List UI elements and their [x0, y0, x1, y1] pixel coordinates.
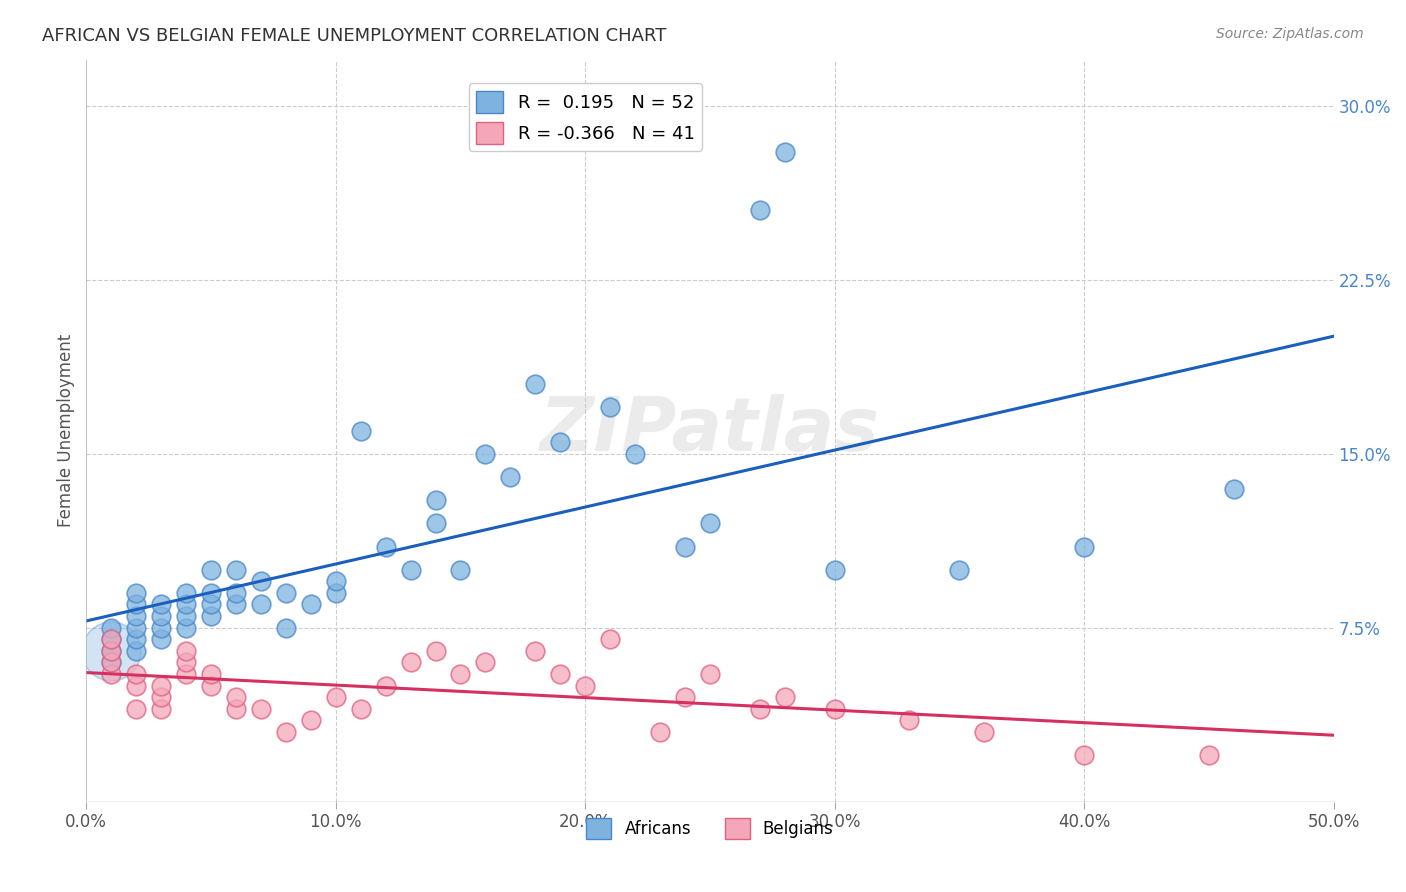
- Point: [200, 563, 222, 577]
- Point: [425, 493, 447, 508]
- Point: [100, 621, 122, 635]
- Point: [100, 632, 122, 647]
- Point: [274, 621, 297, 635]
- Point: [673, 690, 696, 705]
- Point: [898, 714, 921, 728]
- Point: [474, 447, 496, 461]
- Point: [449, 563, 471, 577]
- Point: [350, 424, 373, 438]
- Point: [274, 586, 297, 600]
- Point: [474, 656, 496, 670]
- Point: [225, 702, 247, 716]
- Point: [150, 679, 173, 693]
- Point: [200, 667, 222, 681]
- Point: [499, 470, 522, 484]
- Point: [548, 435, 571, 450]
- Point: [599, 401, 621, 415]
- Point: [425, 644, 447, 658]
- Point: [250, 574, 273, 589]
- Point: [100, 656, 122, 670]
- Point: [374, 679, 396, 693]
- Point: [748, 702, 770, 716]
- Point: [100, 667, 122, 681]
- Point: [325, 690, 347, 705]
- Point: [524, 377, 547, 392]
- Point: [648, 725, 671, 739]
- Point: [773, 690, 796, 705]
- Point: [200, 679, 222, 693]
- Point: [325, 574, 347, 589]
- Point: [100, 644, 122, 658]
- Text: ZIPatlas: ZIPatlas: [540, 394, 880, 467]
- Point: [425, 516, 447, 531]
- Point: [150, 598, 173, 612]
- Point: [150, 702, 173, 716]
- Point: [174, 586, 197, 600]
- Point: [374, 540, 396, 554]
- Point: [225, 690, 247, 705]
- Point: [125, 598, 148, 612]
- Point: [125, 702, 148, 716]
- Point: [299, 598, 322, 612]
- Point: [1198, 748, 1220, 763]
- Point: [174, 621, 197, 635]
- Y-axis label: Female Unemployment: Female Unemployment: [58, 334, 75, 527]
- Point: [100, 656, 122, 670]
- Point: [174, 656, 197, 670]
- Text: AFRICAN VS BELGIAN FEMALE UNEMPLOYMENT CORRELATION CHART: AFRICAN VS BELGIAN FEMALE UNEMPLOYMENT C…: [42, 27, 666, 45]
- Point: [325, 586, 347, 600]
- Point: [174, 598, 197, 612]
- Point: [174, 667, 197, 681]
- Point: [250, 702, 273, 716]
- Point: [150, 609, 173, 624]
- Point: [200, 609, 222, 624]
- Point: [399, 563, 422, 577]
- Point: [200, 586, 222, 600]
- Point: [125, 667, 148, 681]
- Point: [299, 714, 322, 728]
- Point: [699, 667, 721, 681]
- Point: [973, 725, 995, 739]
- Point: [948, 563, 970, 577]
- Point: [125, 586, 148, 600]
- Point: [100, 644, 122, 658]
- Point: [200, 598, 222, 612]
- Point: [350, 702, 373, 716]
- Point: [824, 702, 846, 716]
- Point: [824, 563, 846, 577]
- Point: [125, 679, 148, 693]
- Point: [699, 516, 721, 531]
- Text: Source: ZipAtlas.com: Source: ZipAtlas.com: [1216, 27, 1364, 41]
- Point: [225, 586, 247, 600]
- Point: [773, 145, 796, 160]
- Point: [100, 632, 122, 647]
- Point: [599, 632, 621, 647]
- Point: [1073, 540, 1095, 554]
- Point: [673, 540, 696, 554]
- Point: [125, 621, 148, 635]
- Point: [250, 598, 273, 612]
- Point: [399, 656, 422, 670]
- Point: [174, 609, 197, 624]
- Point: [174, 644, 197, 658]
- Point: [150, 690, 173, 705]
- Point: [574, 679, 596, 693]
- Point: [1222, 482, 1244, 496]
- Point: [748, 203, 770, 218]
- Point: [449, 667, 471, 681]
- Point: [150, 632, 173, 647]
- Point: [274, 725, 297, 739]
- Legend: Africans, Belgians: Africans, Belgians: [579, 812, 841, 846]
- Point: [125, 609, 148, 624]
- Point: [225, 563, 247, 577]
- Point: [125, 632, 148, 647]
- Point: [524, 644, 547, 658]
- Point: [548, 667, 571, 681]
- Point: [125, 644, 148, 658]
- Point: [100, 644, 122, 658]
- Point: [225, 598, 247, 612]
- Point: [150, 621, 173, 635]
- Point: [1073, 748, 1095, 763]
- Point: [624, 447, 647, 461]
